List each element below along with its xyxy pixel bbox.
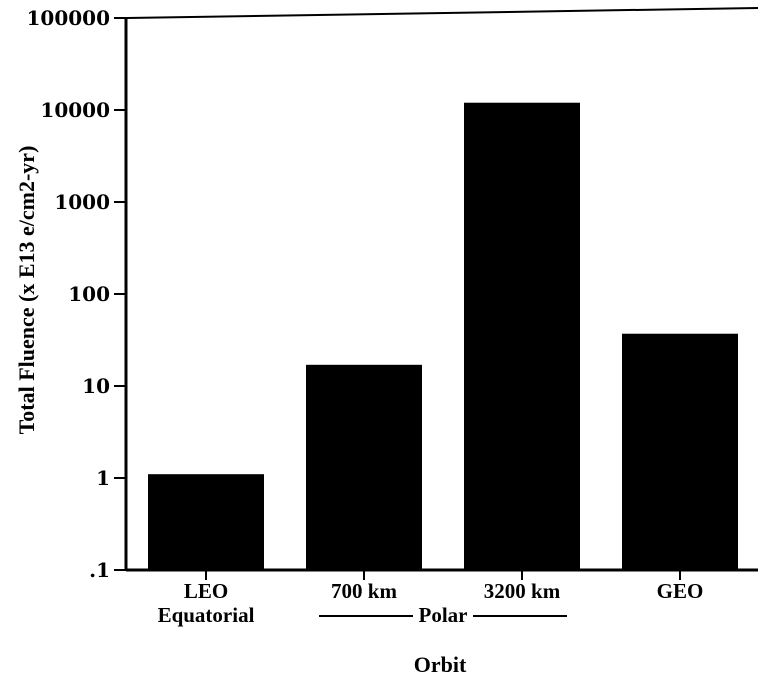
y-tick-label: 1 (96, 466, 110, 490)
x-axis-title: Orbit (414, 652, 467, 677)
category-label: LEO (184, 579, 228, 603)
y-tick-label: .1 (89, 558, 110, 582)
y-tick-label: 10000 (40, 98, 110, 122)
polar-group-bracket: Polar (319, 603, 567, 627)
y-tick-label: 10 (82, 374, 110, 398)
category-label: 3200 km (484, 579, 561, 603)
category-label: 700 km (331, 579, 397, 603)
y-tick-label: 100000 (27, 6, 111, 30)
top-frame-line (125, 7, 759, 19)
y-tick-label: 1000 (54, 190, 110, 214)
category-label: GEO (657, 579, 704, 603)
bar (306, 364, 422, 570)
y-axis-ticks: .1 1 10 100 1000 10000 100000 (27, 6, 126, 582)
bars (148, 102, 738, 570)
y-tick-label: 100 (68, 282, 110, 306)
bar (622, 333, 738, 570)
bar (148, 474, 264, 570)
category-sublabel: Equatorial (158, 603, 255, 627)
polar-group-label: Polar (419, 603, 468, 627)
bar (464, 102, 580, 570)
y-axis-title: Total Fluence (x E13 e/cm2-yr) (14, 146, 39, 435)
